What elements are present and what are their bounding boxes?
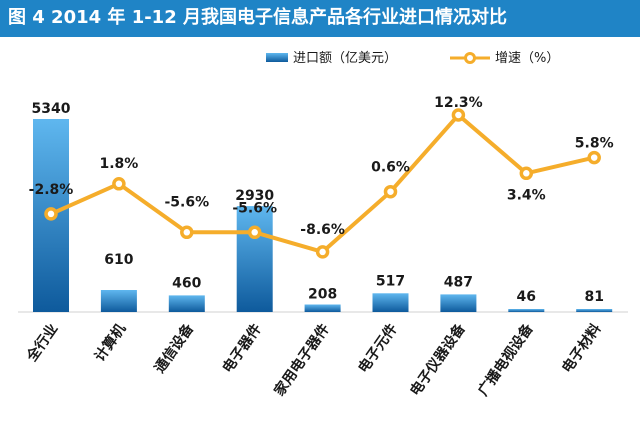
bar-value-label: 2930 (235, 188, 274, 204)
x-tick-labels: 全行业 计算机 通信设备 电子器件 家用电子器件 电子元件 电子仪器设备 广播电视设备 电子材料 (23, 320, 605, 399)
title-bar: 图 4 2014 年 1-12 月我国电子信息产品各行业进口情况对比 (0, 0, 640, 37)
bar-value-label: 517 (376, 273, 405, 289)
growth-line-group (44, 108, 601, 259)
growth-point-5 (315, 245, 330, 259)
x-tick-label: 家用电子器件 (271, 321, 333, 400)
growth-point-1 (44, 207, 58, 221)
bar-value-label: 5340 (32, 101, 71, 117)
x-tick-label: 电子仪器设备 (407, 320, 470, 399)
growth-value-label: 5.8% (575, 136, 614, 152)
growth-value-label: -5.6% (232, 200, 277, 216)
x-tick-label: 全行业 (23, 321, 62, 366)
growth-value-label: 12.3% (434, 95, 483, 111)
x-tick-label: 电子材料 (558, 321, 604, 377)
bar-value-label: 487 (444, 274, 473, 290)
bar-value-label: 460 (172, 275, 201, 291)
growth-value-label: -5.6% (164, 194, 209, 210)
growth-point-3 (180, 225, 194, 240)
growth-point-4 (247, 225, 262, 240)
growth-point-6 (383, 184, 398, 199)
bar-value-label: 610 (104, 252, 133, 268)
x-tick-label: 电子器件 (219, 321, 265, 377)
growth-point-8 (519, 166, 534, 181)
x-tick-label: 广播电视设备 (474, 320, 537, 399)
legend-line-label: 增速（%） (495, 51, 559, 66)
growth-value-label: -8.6% (300, 222, 345, 238)
growth-value-label: -2.8% (29, 182, 74, 198)
chart-title: 图 4 2014 年 1-12 月我国电子信息产品各行业进口情况对比 (8, 7, 507, 28)
bar-4 (236, 206, 273, 312)
legend-bar-label: 进口额（亿美元） (293, 51, 397, 66)
x-tick-label: 通信设备 (151, 320, 198, 376)
bar-6 (372, 293, 409, 312)
growth-point-7 (451, 108, 466, 122)
bar-3 (168, 295, 205, 312)
legend-bar-swatch (266, 53, 288, 62)
growth-value-label: 0.6% (371, 160, 410, 176)
x-tick-label: 计算机 (91, 321, 129, 365)
bar-9 (576, 309, 613, 312)
x-tick-label: 电子元件 (355, 321, 401, 377)
growth-point-9 (587, 150, 601, 165)
bar-5 (304, 304, 341, 312)
bars-group (33, 119, 613, 312)
bar-value-label: 208 (308, 287, 337, 303)
chart-plot: 进口额（亿美元） 增速（%） 5340 610 460 2930 208 517 487 46… (18, 51, 628, 399)
growth-value-label: 3.4% (507, 187, 546, 203)
bar-8 (508, 309, 545, 312)
bar-value-label: 46 (517, 289, 536, 305)
data-labels-group: 5340 610 460 2930 208 517 487 46 81 -2.8% 1.8% -5.6… (29, 95, 614, 305)
bar-2 (100, 290, 137, 312)
growth-value-label: 1.8% (99, 156, 138, 172)
bar-7 (440, 294, 477, 312)
growth-point-2 (112, 177, 126, 191)
legend: 进口额（亿美元） 增速（%） (266, 51, 559, 66)
bar-value-label: 81 (584, 289, 603, 305)
legend-line-marker (464, 52, 476, 64)
